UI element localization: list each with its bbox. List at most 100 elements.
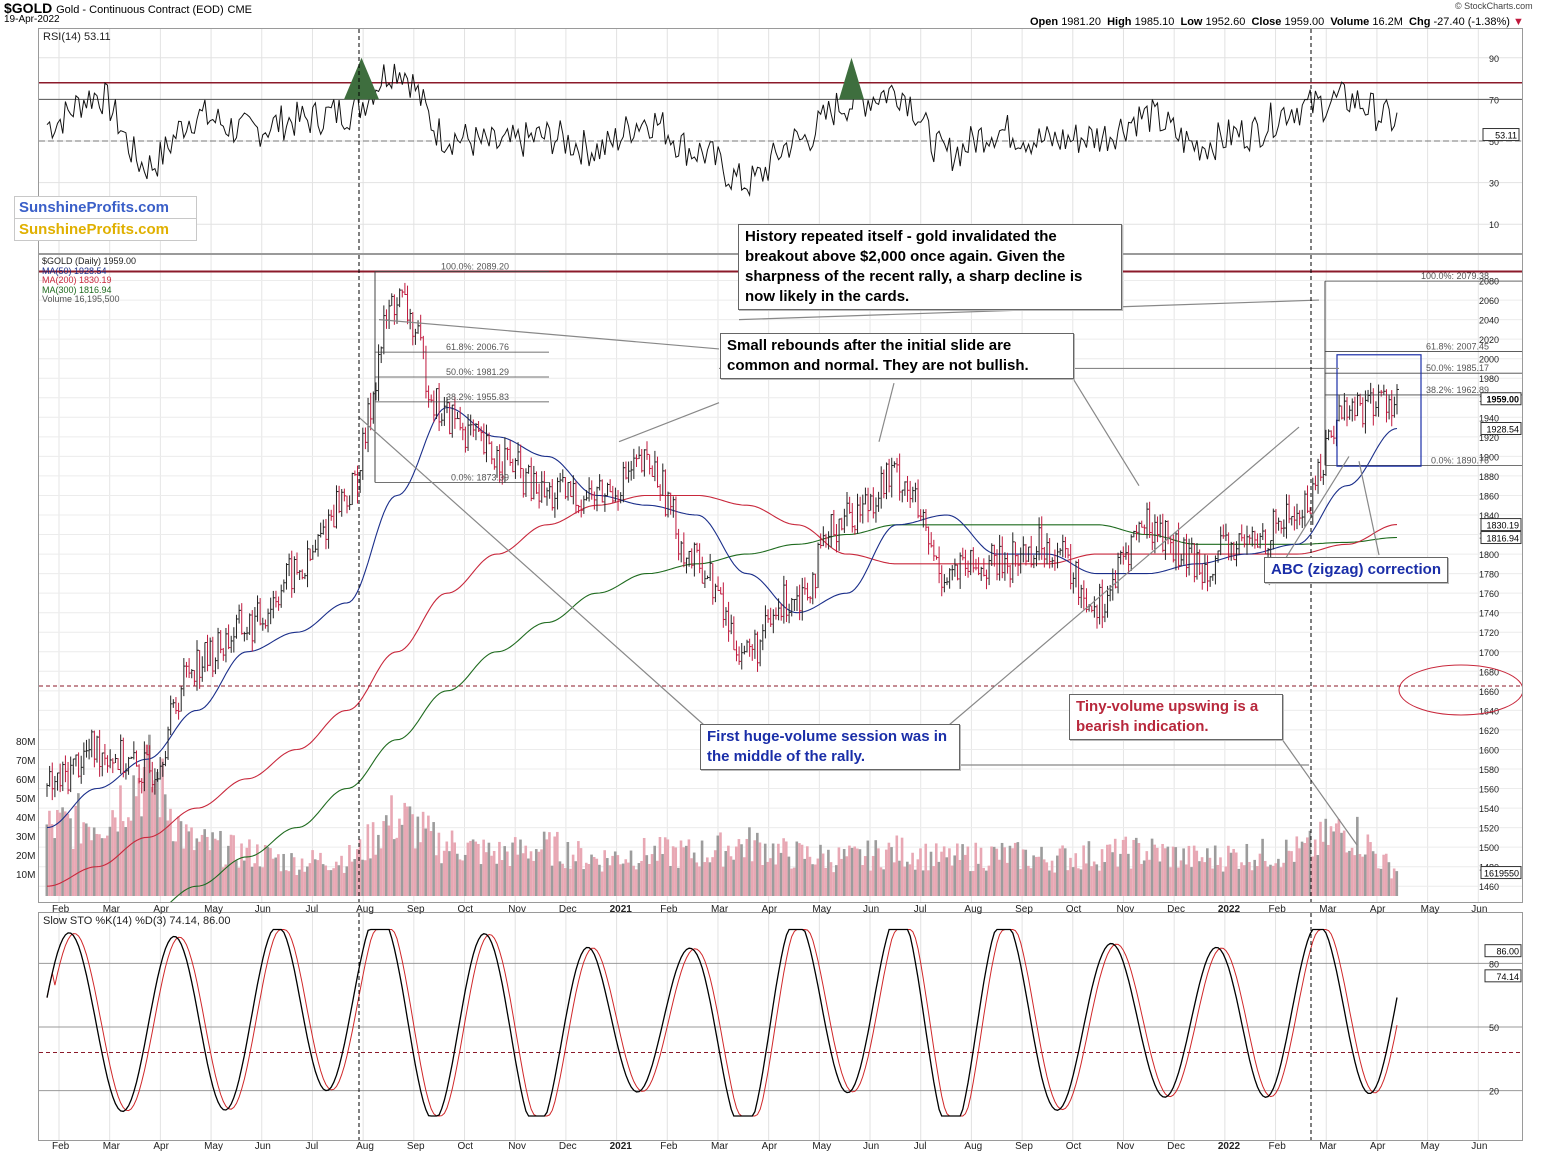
volume-bar [745, 838, 749, 896]
down-arrow-icon: ▼ [1513, 16, 1524, 28]
x-tick-label: Jun [254, 904, 271, 915]
volume-bar [456, 853, 459, 896]
volume-bar [1379, 868, 1383, 896]
ohlc-readout: Open 1981.20 High 1985.10 Low 1952.60 Cl… [1030, 16, 1524, 28]
volume-bar [1137, 843, 1141, 896]
volume-bar [1361, 856, 1364, 896]
volume-bar [1395, 871, 1399, 896]
volume-bar [550, 865, 554, 896]
price-tag [1480, 392, 1522, 406]
volume-bar [632, 865, 635, 896]
volume-bar [195, 838, 199, 896]
volume-bar [1377, 868, 1380, 896]
volume-bar [337, 865, 341, 896]
volume-bar [50, 824, 54, 896]
price-tick-label: 1780 [1479, 570, 1499, 580]
volume-bar [682, 847, 685, 896]
volume-bar [398, 818, 401, 896]
volume-bar [861, 865, 864, 896]
volume-bar [1384, 853, 1388, 896]
volume-bar [1227, 845, 1230, 896]
volume-bar [1287, 850, 1291, 896]
volume-bar [1008, 845, 1012, 896]
volume-bar [1090, 866, 1093, 896]
volume-bar [595, 858, 599, 896]
volume-bar [1148, 859, 1151, 896]
x-tick-label: Jun [254, 1141, 271, 1152]
stoch-d-tag [1484, 944, 1522, 958]
volume-bar [161, 758, 164, 896]
volume-bar [711, 857, 714, 896]
legend-ma300: MA(300) 1816.94 [42, 284, 112, 295]
volume-bar [1219, 857, 1222, 896]
volume-bar [213, 838, 217, 896]
price-tick-label: 1740 [1479, 609, 1499, 619]
volume-bar [1292, 861, 1296, 896]
volume-bar [563, 868, 567, 896]
volume-bar [384, 815, 388, 896]
x-tick-label: Jul [305, 904, 319, 915]
price-tick-label: 1500 [1479, 843, 1499, 853]
volume-bar [1063, 848, 1067, 896]
volume-bar [358, 839, 362, 896]
legend-gold: $GOLD (Daily) 1959.00 [42, 256, 137, 266]
volume-bar [463, 854, 467, 896]
volume-bar [1250, 870, 1254, 896]
volume-bar [327, 870, 330, 896]
volume-bar [340, 855, 343, 896]
volume-bar [1053, 872, 1056, 896]
volume-bar [963, 854, 967, 896]
callout-connector [1358, 461, 1380, 556]
volume-bar [603, 850, 606, 896]
stoch-k-value: 74.14 [1496, 972, 1519, 982]
volume-bar [1319, 821, 1322, 896]
volume-bar [348, 845, 351, 896]
volume-bar [1013, 842, 1017, 896]
volume-tick-label: 80M [16, 737, 36, 748]
volume-bar [571, 854, 575, 896]
volume-bar [1263, 860, 1267, 896]
price-chart: 1460148015001520154015601580160016201640… [39, 255, 1522, 902]
volume-bar [1208, 857, 1212, 896]
volume-bar [819, 844, 822, 896]
volume-bar [1184, 864, 1188, 896]
volume-bar [116, 831, 120, 896]
volume-bar [661, 853, 664, 896]
volume-bar [1048, 870, 1051, 896]
volume-bar [313, 859, 317, 896]
volume-bar [1303, 843, 1306, 896]
volume-bar [1358, 854, 1362, 896]
price-tag [1480, 518, 1522, 532]
volume-bar [419, 842, 422, 896]
volume-bar [269, 848, 272, 896]
x-tick-label: Aug [356, 904, 374, 915]
fib-2020-label: 50.0%: 1981.29 [446, 367, 509, 377]
volume-bar [1211, 868, 1214, 896]
volume-bar [1003, 847, 1006, 896]
volume-bar [1079, 869, 1083, 896]
volume-tick-label: 50M [16, 794, 36, 805]
volume-bar [784, 841, 788, 896]
volume-bar [148, 734, 151, 896]
volume-bar [427, 815, 430, 896]
volume-bar [56, 809, 59, 896]
volume-bar [692, 852, 696, 896]
volume-bar [479, 864, 483, 896]
volume-bar [911, 852, 914, 896]
volume-bar [534, 849, 538, 896]
volume-bar [1369, 842, 1372, 896]
volume-bar [371, 822, 375, 896]
price-tick-label: 1460 [1479, 882, 1499, 892]
volume-bar [761, 865, 764, 896]
volume-bar [387, 825, 391, 896]
volume-bar [529, 851, 533, 896]
volume-bar [663, 837, 667, 896]
volume-bar [948, 848, 951, 896]
volume-bar [461, 860, 464, 896]
volume-bar [1213, 845, 1217, 896]
volume-bar [1100, 849, 1104, 896]
volume-bar [524, 845, 528, 896]
volume-bar [569, 868, 572, 896]
volume-bar [290, 853, 293, 896]
low-label: Low [1180, 16, 1203, 28]
